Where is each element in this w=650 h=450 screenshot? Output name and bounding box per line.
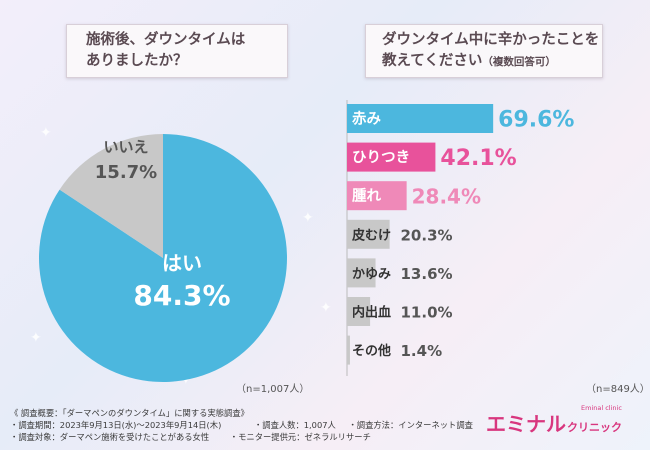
bar-category-label: その他 xyxy=(352,343,391,359)
pie-sample-size: （n=1,007人） xyxy=(236,384,310,395)
sparkle-decoration: ✦ xyxy=(320,300,332,316)
bar-category-label: 内出血 xyxy=(352,305,391,321)
bar-value-label: 11.0% xyxy=(401,304,453,322)
bar-category-label: 腫れ xyxy=(352,187,381,205)
sparkle-decoration: ✦ xyxy=(40,125,52,141)
bar-value-label: 69.6% xyxy=(498,108,574,133)
pie-value-no: 15.7% xyxy=(95,162,157,183)
brand-tagline: Eminal clinic xyxy=(581,404,622,412)
survey-summary: 《 調査概要：「ダーマペンのダウンタイム」に関する実態調査》 ・調査期間：202… xyxy=(10,407,473,443)
brand-name: エミナル xyxy=(486,412,566,436)
survey-method: ・調査方法：インターネット調査 xyxy=(348,420,473,430)
bar-5 xyxy=(347,258,376,288)
pie-slice-yes xyxy=(39,134,288,382)
sparkle-decoration: ✦ xyxy=(302,210,314,226)
question-1-box: 施術後、ダウンタイムは ありましたか？ xyxy=(66,24,288,78)
brand-sub: クリニック xyxy=(567,421,622,434)
survey-provider: ・モニター提供元：ゼネラルリサーチ xyxy=(229,432,371,442)
bar-category-label: ひりつき xyxy=(352,149,410,166)
sparkle-decoration: ✦ xyxy=(180,372,192,388)
bar-3 xyxy=(347,181,407,211)
bar-value-label: 42.1% xyxy=(440,146,516,171)
pie-label-yes: はい xyxy=(162,251,202,275)
brand-logo: Eminal clinic エミナルクリニック xyxy=(486,404,622,437)
bar-7 xyxy=(347,335,350,365)
question-2-line1: ダウンタイム中に辛かったことを xyxy=(382,32,600,48)
bar-category-label: 赤み xyxy=(352,110,381,128)
question-2-line2: 教えてください xyxy=(382,53,483,69)
survey-target: ・調査対象：ダーマペン施術を受けたことがある女性 xyxy=(10,432,210,442)
bar-category-label: かゆみ xyxy=(352,267,391,282)
question-1-line2: ありましたか？ xyxy=(86,53,188,69)
bar-4 xyxy=(347,219,390,249)
bar-2 xyxy=(347,142,436,172)
bar-6 xyxy=(347,297,371,326)
bar-value-label: 20.3% xyxy=(401,226,453,244)
pie-slice-no xyxy=(59,134,163,258)
bar-value-label: 28.4% xyxy=(412,185,481,209)
survey-count: ・調査人数：1,007人 xyxy=(253,420,336,430)
survey-period: ・調査期間：2023年9月13日(水)～2023年9月14日(木) xyxy=(10,420,222,430)
sparkle-decoration: ✦ xyxy=(30,330,42,346)
bar-value-label: 13.6% xyxy=(401,265,453,283)
question-1-line1: 施術後、ダウンタイムは xyxy=(86,32,246,48)
question-2-note: （複数回答可） xyxy=(482,56,556,68)
bar-sample-size: （n=849人） xyxy=(586,384,650,395)
survey-summary-title: 《 調査概要：「ダーマペンのダウンタイム」に関する実態調査》 xyxy=(10,408,249,418)
pie-value-yes: 84.3% xyxy=(133,279,230,312)
pie-label-no: いいえ xyxy=(103,138,148,156)
bar-1 xyxy=(347,104,494,133)
bar-category-label: 皮むけ xyxy=(351,227,391,243)
question-2-box: ダウンタイム中に辛かったことを 教えてください（複数回答可） xyxy=(365,24,603,78)
bar-value-label: 1.4% xyxy=(401,342,443,360)
